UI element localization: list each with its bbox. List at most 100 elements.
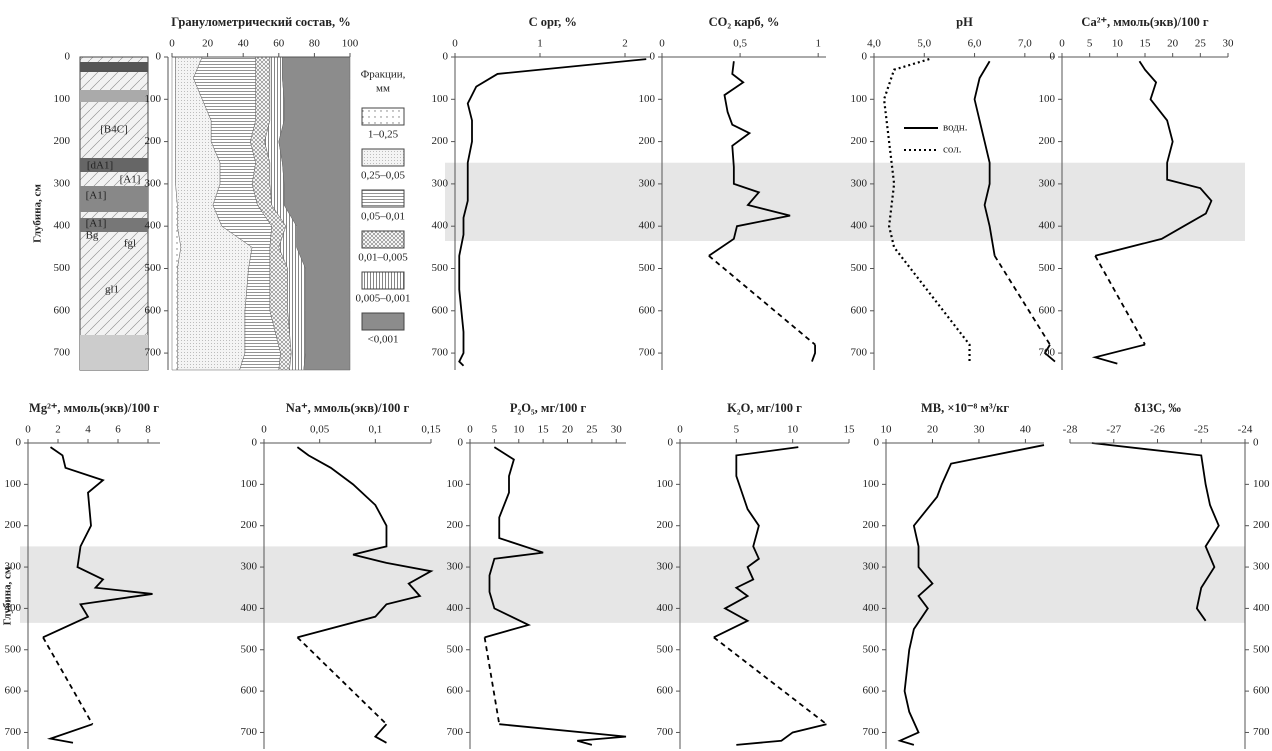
horizon-label: [dA1] [87, 160, 113, 172]
x-tick-label: 6 [115, 424, 121, 436]
x-tick-label: -28 [1063, 424, 1078, 436]
y-tick-label: 700 [145, 347, 162, 359]
horizon-label: fgl [124, 238, 136, 250]
x-tick-label: 2 [622, 38, 628, 50]
profile-line [297, 637, 386, 724]
legend-label: 0,05–0,01 [361, 211, 405, 223]
y-tick-label: 500 [241, 643, 258, 655]
x-tick-label: 30 [973, 424, 985, 436]
y-tick-label: 700 [1253, 726, 1270, 738]
y-tick-label: 600 [5, 685, 22, 697]
y-tick-label: 400 [447, 602, 464, 614]
y-tick-label: 700 [851, 347, 868, 359]
x-tick-label: 0,15 [421, 424, 441, 436]
chart-title: Гранулометрический состав, % [171, 15, 350, 29]
legend-label: 0,005–0,001 [356, 293, 411, 305]
y-tick-label: 100 [145, 93, 162, 105]
y-tick-label: 600 [1253, 685, 1270, 697]
x-tick-label: 25 [1195, 38, 1207, 50]
x-tick-label: 10 [1112, 38, 1124, 50]
chart-title: P₂O₅, мг/100 г [510, 401, 587, 415]
y-tick-label: 300 [54, 177, 71, 189]
y-tick-label: 600 [447, 685, 464, 697]
y-tick-label: 500 [54, 262, 71, 274]
legend-label: сол. [943, 144, 962, 156]
y-tick-label: 200 [657, 519, 674, 531]
y-tick-label: 600 [863, 685, 880, 697]
y-tick-label: 0 [650, 51, 656, 63]
y-tick-label: 300 [432, 177, 449, 189]
y-tick-label: 0 [443, 51, 449, 63]
y-tick-label: 0 [252, 437, 258, 449]
x-tick-label: 4,0 [867, 38, 881, 50]
x-tick-label: 7,0 [1018, 38, 1032, 50]
profile-line [51, 724, 93, 743]
chart-title: Mg²⁺, ммоль(экв)/100 г [29, 401, 159, 415]
y-tick-label: 100 [639, 93, 656, 105]
y-tick-label: 200 [145, 135, 162, 147]
x-tick-label: 10 [513, 424, 525, 436]
profile-line [499, 724, 626, 745]
y-axis-label: Глубина, см [2, 566, 14, 625]
y-tick-label: 500 [5, 643, 22, 655]
y-tick-label: 700 [241, 726, 258, 738]
y-tick-label: 200 [1039, 135, 1056, 147]
y-tick-label: 300 [863, 561, 880, 573]
x-tick-label: 4 [85, 424, 91, 436]
y-tick-label: 200 [54, 135, 71, 147]
legend-swatch [362, 190, 404, 207]
y-tick-label: 300 [639, 177, 656, 189]
y-tick-label: 200 [851, 135, 868, 147]
x-tick-label: 0 [467, 424, 473, 436]
x-tick-label: 30 [1223, 38, 1235, 50]
y-tick-label: 400 [145, 220, 162, 232]
chart-title: pH [956, 15, 973, 29]
x-tick-label: 0,5 [733, 38, 747, 50]
soil-body [80, 57, 148, 370]
y-tick-label: 500 [447, 643, 464, 655]
y-tick-label: 700 [657, 726, 674, 738]
x-tick-label: -24 [1238, 424, 1253, 436]
y-tick-label: 100 [447, 478, 464, 490]
chart-title: δ13C, ‰ [1134, 401, 1181, 415]
soil-column [80, 57, 148, 370]
y-tick-label: 0 [1050, 51, 1056, 63]
chart-title: Ca²⁺, ммоль(экв)/100 г [1081, 15, 1208, 29]
y-tick-label: 400 [851, 220, 868, 232]
x-tick-label: -26 [1150, 424, 1165, 436]
x-tick-label: 6,0 [968, 38, 982, 50]
x-tick-label: 20 [562, 424, 574, 436]
x-tick-label: 40 [238, 38, 250, 50]
figure: [B4C][dA1][A1][A1][A1]Bgfglgl11–0,250,25… [0, 0, 1272, 751]
x-tick-label: 60 [273, 38, 285, 50]
y-tick-label: 100 [54, 93, 71, 105]
chart-title: Na⁺, ммоль(экв)/100 г [286, 401, 410, 415]
y-tick-label: 700 [863, 726, 880, 738]
x-tick-label: 5,0 [917, 38, 931, 50]
x-tick-label: 1 [537, 38, 543, 50]
x-tick-label: 1 [815, 38, 821, 50]
legend-label: водн. [943, 122, 968, 134]
y-tick-label: 600 [432, 304, 449, 316]
x-tick-label: 0,1 [368, 424, 382, 436]
y-tick-label: 500 [145, 262, 162, 274]
y-tick-label: 100 [863, 478, 880, 490]
x-tick-label: 0,05 [310, 424, 330, 436]
chart-title: K₂O, мг/100 г [727, 401, 802, 415]
legend-label: 1–0,25 [368, 129, 399, 141]
legend-swatch [362, 231, 404, 248]
y-tick-label: 300 [145, 177, 162, 189]
horizon-label: gl1 [105, 284, 119, 296]
y-tick-label: 600 [241, 685, 258, 697]
legend-label: 0,25–0,05 [361, 170, 406, 182]
legend-title: мм [376, 83, 390, 95]
x-tick-label: 0 [1059, 38, 1065, 50]
x-tick-label: 8 [145, 424, 151, 436]
y-tick-label: 200 [447, 519, 464, 531]
y-tick-label: 300 [1253, 561, 1270, 573]
y-tick-label: 600 [1039, 304, 1056, 316]
y-tick-label: 0 [874, 437, 880, 449]
x-tick-label: -27 [1106, 424, 1121, 436]
y-tick-label: 700 [639, 347, 656, 359]
x-tick-label: 20 [202, 38, 214, 50]
